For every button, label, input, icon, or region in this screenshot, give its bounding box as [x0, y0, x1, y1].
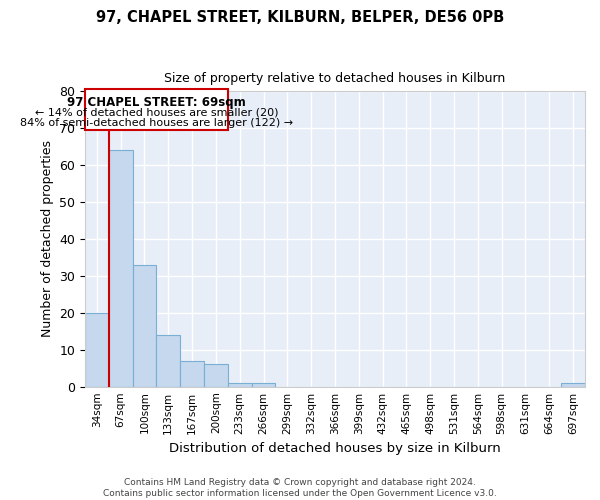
- Text: ← 14% of detached houses are smaller (20): ← 14% of detached houses are smaller (20…: [35, 108, 278, 118]
- Text: 97 CHAPEL STREET: 69sqm: 97 CHAPEL STREET: 69sqm: [67, 96, 246, 110]
- Bar: [157, 335, 180, 386]
- X-axis label: Distribution of detached houses by size in Kilburn: Distribution of detached houses by size …: [169, 442, 501, 455]
- Bar: [180, 361, 204, 386]
- Bar: [85, 312, 109, 386]
- Bar: [228, 383, 251, 386]
- Bar: [133, 264, 157, 386]
- Text: Contains HM Land Registry data © Crown copyright and database right 2024.
Contai: Contains HM Land Registry data © Crown c…: [103, 478, 497, 498]
- Text: 84% of semi-detached houses are larger (122) →: 84% of semi-detached houses are larger (…: [20, 118, 293, 128]
- Y-axis label: Number of detached properties: Number of detached properties: [41, 140, 53, 338]
- Bar: [204, 364, 228, 386]
- Title: Size of property relative to detached houses in Kilburn: Size of property relative to detached ho…: [164, 72, 506, 86]
- Bar: [251, 383, 275, 386]
- Bar: [85, 89, 228, 130]
- Text: 97, CHAPEL STREET, KILBURN, BELPER, DE56 0PB: 97, CHAPEL STREET, KILBURN, BELPER, DE56…: [96, 10, 504, 25]
- Bar: [561, 383, 585, 386]
- Bar: [109, 150, 133, 386]
